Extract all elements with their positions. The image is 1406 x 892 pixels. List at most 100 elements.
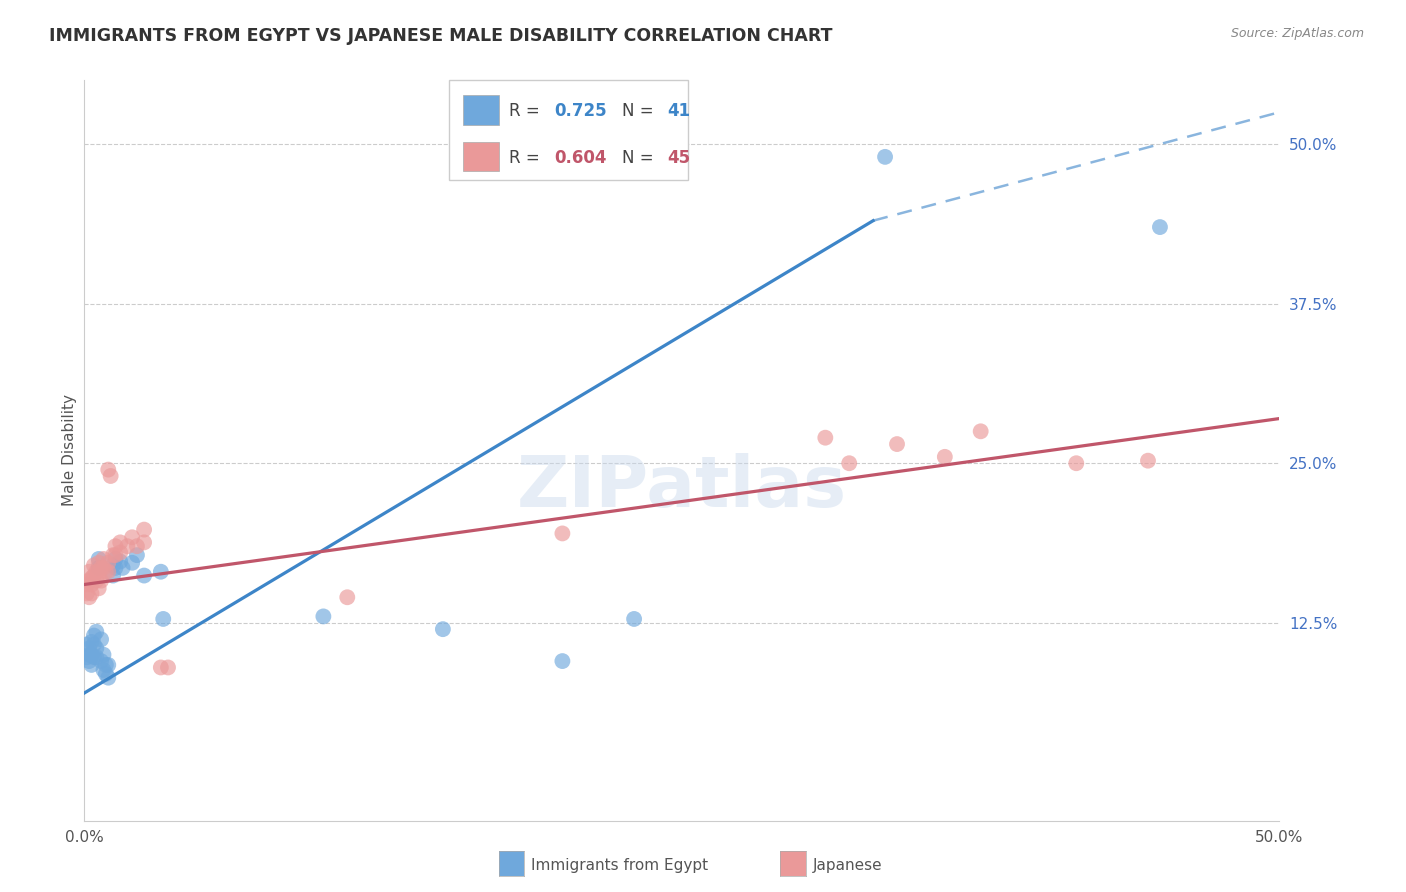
- Point: [90, 561, 112, 575]
- Point: [93, 663, 115, 677]
- Text: IMMIGRANTS FROM EGYPT VS JAPANESE MALE DISABILITY CORRELATION CHART: IMMIGRANTS FROM EGYPT VS JAPANESE MALE D…: [49, 27, 832, 45]
- Point: [76, 638, 98, 652]
- Point: [94, 565, 117, 579]
- Bar: [463, 95, 499, 125]
- Point: [86, 624, 108, 639]
- Point: [77, 574, 100, 588]
- Point: [110, 545, 132, 559]
- Point: [77, 641, 100, 656]
- Point: [125, 539, 148, 553]
- Point: [77, 654, 100, 668]
- Point: [934, 450, 956, 464]
- Point: [93, 648, 115, 662]
- Point: [104, 561, 127, 575]
- FancyBboxPatch shape: [449, 80, 688, 180]
- Text: 41: 41: [668, 103, 690, 120]
- Point: [86, 641, 108, 656]
- Point: [97, 657, 120, 672]
- Point: [80, 571, 103, 585]
- Point: [97, 671, 120, 685]
- Point: [551, 526, 574, 541]
- Point: [101, 558, 124, 573]
- Point: [132, 523, 156, 537]
- Point: [117, 539, 139, 553]
- Point: [80, 586, 103, 600]
- Point: [125, 548, 148, 562]
- Point: [149, 565, 172, 579]
- Point: [336, 591, 359, 605]
- Point: [104, 548, 127, 562]
- Point: [80, 648, 103, 662]
- Point: [80, 657, 103, 672]
- Point: [104, 552, 127, 566]
- Point: [83, 568, 105, 582]
- Text: 45: 45: [668, 149, 690, 167]
- Point: [110, 535, 132, 549]
- Point: [90, 632, 112, 647]
- Point: [132, 568, 156, 582]
- Point: [1137, 453, 1160, 467]
- Point: [86, 565, 108, 579]
- Point: [875, 150, 897, 164]
- Point: [149, 660, 172, 674]
- Text: R =: R =: [509, 149, 544, 167]
- Point: [97, 462, 120, 476]
- Point: [76, 577, 98, 591]
- Point: [432, 622, 454, 636]
- Point: [87, 582, 110, 596]
- Point: [312, 609, 335, 624]
- Point: [1149, 220, 1171, 235]
- Text: N =: N =: [623, 149, 659, 167]
- Text: ZIPatlas: ZIPatlas: [517, 453, 846, 522]
- Point: [101, 548, 124, 562]
- Point: [83, 629, 105, 643]
- Point: [97, 556, 120, 570]
- Point: [551, 654, 574, 668]
- Point: [80, 577, 103, 591]
- Point: [86, 574, 108, 588]
- Point: [83, 638, 105, 652]
- Point: [90, 574, 112, 588]
- Text: Source: ZipAtlas.com: Source: ZipAtlas.com: [1230, 27, 1364, 40]
- Point: [970, 425, 993, 439]
- Point: [94, 666, 117, 681]
- Point: [157, 660, 180, 674]
- Point: [132, 535, 156, 549]
- Point: [101, 568, 124, 582]
- Point: [838, 456, 860, 470]
- Point: [121, 530, 143, 544]
- Text: 0.604: 0.604: [554, 149, 606, 167]
- Text: Japanese: Japanese: [813, 858, 883, 872]
- Point: [93, 552, 115, 566]
- Point: [94, 657, 117, 672]
- Point: [87, 556, 110, 570]
- Point: [121, 556, 143, 570]
- Point: [76, 586, 98, 600]
- Point: [87, 552, 110, 566]
- Point: [83, 558, 105, 573]
- Point: [93, 561, 115, 575]
- Point: [83, 650, 105, 665]
- Bar: [463, 142, 499, 171]
- Point: [110, 555, 132, 569]
- Point: [814, 431, 837, 445]
- Point: [77, 648, 100, 662]
- Point: [1066, 456, 1088, 470]
- Point: [100, 469, 122, 483]
- Text: N =: N =: [623, 103, 659, 120]
- Point: [87, 561, 110, 575]
- Point: [86, 650, 108, 665]
- Point: [87, 568, 110, 582]
- Point: [77, 565, 100, 579]
- Point: [90, 654, 112, 668]
- Point: [886, 437, 908, 451]
- Y-axis label: Male Disability: Male Disability: [62, 394, 77, 507]
- Point: [80, 635, 103, 649]
- Text: R =: R =: [509, 103, 544, 120]
- Point: [77, 591, 100, 605]
- Point: [104, 539, 127, 553]
- Point: [623, 612, 645, 626]
- Text: 0.725: 0.725: [554, 103, 606, 120]
- Point: [76, 650, 98, 665]
- Point: [152, 612, 174, 626]
